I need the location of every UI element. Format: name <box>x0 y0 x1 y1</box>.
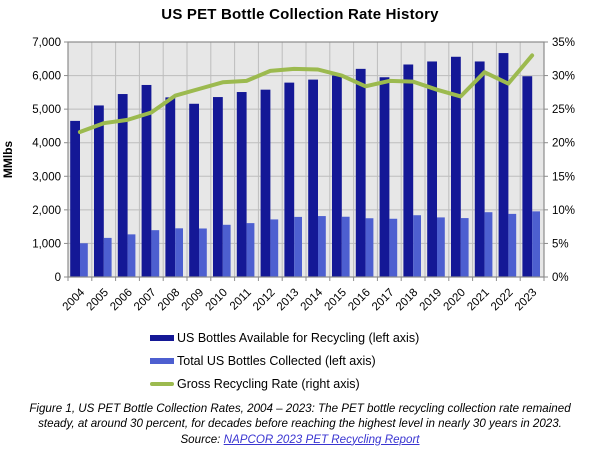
svg-text:2019: 2019 <box>418 287 445 314</box>
svg-text:2007: 2007 <box>132 287 159 314</box>
legend-label-available: US Bottles Available for Recycling (left… <box>177 330 420 345</box>
source-line: Source: NAPCOR 2023 PET Recycling Report <box>0 432 600 447</box>
svg-text:0%: 0% <box>552 272 569 284</box>
legend-item-collected: Total US Bottles Collected (left axis) <box>150 349 419 372</box>
legend-label-collected: Total US Bottles Collected (left axis) <box>177 353 376 368</box>
svg-text:30%: 30% <box>552 71 575 83</box>
svg-text:4,000: 4,000 <box>32 138 61 150</box>
svg-text:2005: 2005 <box>84 287 111 314</box>
svg-text:2023: 2023 <box>513 287 540 314</box>
svg-text:2011: 2011 <box>228 287 254 313</box>
svg-text:2008: 2008 <box>156 287 183 314</box>
svg-text:2015: 2015 <box>322 287 349 314</box>
source-label: Source: <box>180 432 224 446</box>
svg-text:20%: 20% <box>552 138 575 150</box>
svg-text:2013: 2013 <box>275 287 302 314</box>
source-link[interactable]: NAPCOR 2023 PET Recycling Report <box>223 432 420 446</box>
svg-text:2018: 2018 <box>394 287 421 314</box>
svg-text:MMlbs: MMlbs <box>1 141 15 179</box>
svg-text:2006: 2006 <box>108 287 135 314</box>
svg-text:35%: 35% <box>552 37 575 49</box>
svg-text:3,000: 3,000 <box>32 171 61 183</box>
chart-legend: US Bottles Available for Recycling (left… <box>150 326 419 395</box>
svg-text:0: 0 <box>55 272 61 284</box>
svg-text:1,000: 1,000 <box>32 238 61 250</box>
svg-text:2016: 2016 <box>346 287 373 314</box>
legend-label-rate: Gross Recycling Rate (right axis) <box>177 376 360 391</box>
svg-text:2021: 2021 <box>465 287 492 314</box>
svg-text:6,000: 6,000 <box>32 71 61 83</box>
svg-text:2017: 2017 <box>370 287 397 314</box>
figure-caption: Figure 1, US PET Bottle Collection Rates… <box>0 401 600 447</box>
svg-text:25%: 25% <box>552 104 575 116</box>
chart-plot: 0 1,000 2,000 3,000 4,000 5,000 6,000 7,000 0% 5%… <box>1 37 575 314</box>
svg-text:2010: 2010 <box>203 287 230 314</box>
rate-series-swatch <box>150 381 174 386</box>
legend-item-rate: Gross Recycling Rate (right axis) <box>150 372 419 395</box>
svg-text:2009: 2009 <box>180 287 207 314</box>
svg-text:2020: 2020 <box>441 287 468 314</box>
svg-text:2012: 2012 <box>251 287 278 314</box>
chart-title: US PET Bottle Collection Rate History <box>161 6 439 23</box>
svg-text:7,000: 7,000 <box>32 37 61 49</box>
legend-item-available: US Bottles Available for Recycling (left… <box>150 326 419 349</box>
svg-text:2004: 2004 <box>61 286 88 313</box>
svg-text:10%: 10% <box>552 205 575 217</box>
svg-text:5,000: 5,000 <box>32 104 61 116</box>
collected-series-swatch <box>150 357 174 364</box>
caption-text: Figure 1, US PET Bottle Collection Rates… <box>29 402 571 431</box>
svg-text:5%: 5% <box>552 238 569 250</box>
available-series-swatch <box>150 334 174 341</box>
svg-text:2022: 2022 <box>489 287 516 314</box>
svg-text:2014: 2014 <box>299 286 326 313</box>
svg-text:2,000: 2,000 <box>32 205 61 217</box>
svg-text:15%: 15% <box>552 171 575 183</box>
